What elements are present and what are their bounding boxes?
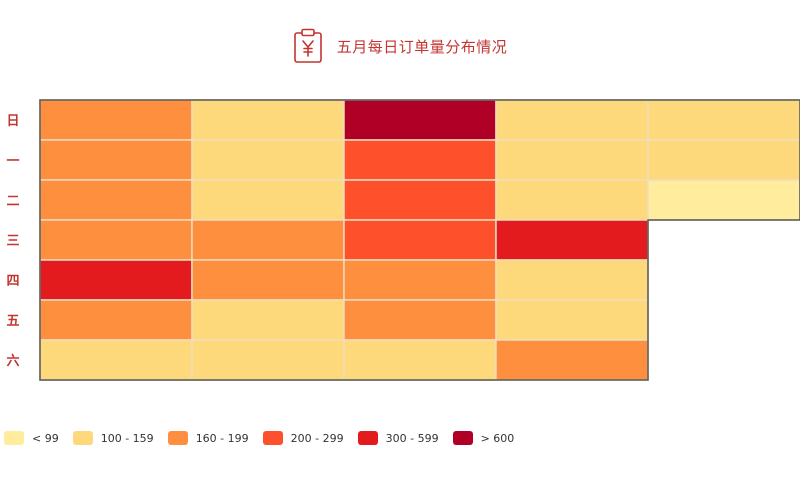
heatmap-cell-3-0[interactable] <box>343 99 497 141</box>
legend-item-3[interactable]: 200 - 299 <box>262 431 344 445</box>
heatmap-cell-1-6[interactable] <box>39 339 193 381</box>
legend-swatch-1 <box>72 431 93 445</box>
legend-label-5: > 600 <box>480 431 515 445</box>
chart-title: 五月每日订单量分布情况 <box>0 26 800 66</box>
legend-swatch-4 <box>357 431 378 445</box>
y-axis-label-3: 三 <box>6 234 19 249</box>
y-axis-label-6: 六 <box>6 353 19 369</box>
heatmap-cell-2-3[interactable] <box>191 219 345 261</box>
heatmap-cell-3-4[interactable] <box>343 259 497 301</box>
heatmap-cell-3-6[interactable] <box>343 339 497 381</box>
yuan-clipboard-icon <box>293 28 322 63</box>
heatmap-cell-4-0[interactable] <box>495 99 649 141</box>
heatmap-cells <box>39 99 800 381</box>
heatmap-cell-3-1[interactable] <box>343 139 497 181</box>
legend-label-0: < 99 <box>32 431 59 445</box>
heatmap-cell-2-2[interactable] <box>191 179 345 221</box>
y-axis-label-5: 五 <box>6 314 19 329</box>
heatmap-cell-1-4[interactable] <box>39 259 193 301</box>
heatmap-cell-5-2[interactable] <box>647 179 800 221</box>
heatmap-cell-1-2[interactable] <box>39 179 193 221</box>
legend-label-4: 300 - 599 <box>385 431 439 445</box>
legend-swatch-5 <box>452 431 473 445</box>
heatmap-cell-1-5[interactable] <box>39 299 193 341</box>
legend-label-2: 160 - 199 <box>195 431 249 445</box>
heatmap-cell-2-1[interactable] <box>191 139 345 181</box>
heatmap-cell-1-3[interactable] <box>39 219 193 261</box>
heatmap-cell-2-5[interactable] <box>191 299 345 341</box>
heatmap-cell-2-6[interactable] <box>191 339 345 381</box>
heatmap-cell-4-4[interactable] <box>495 259 649 301</box>
y-axis-label-2: 二 <box>6 194 19 209</box>
heatmap-cell-4-2[interactable] <box>495 179 649 221</box>
y-axis-label-1: 一 <box>6 154 19 169</box>
legend-label-3: 200 - 299 <box>290 431 344 445</box>
legend-item-5[interactable]: > 600 <box>452 431 515 445</box>
legend-item-1[interactable]: 100 - 159 <box>72 431 154 445</box>
legend: < 99 100 - 159 160 - 199 200 - 299 300 - 599… <box>4 428 514 448</box>
heatmap-cell-2-4[interactable] <box>191 259 345 301</box>
legend-item-4[interactable]: 300 - 599 <box>357 431 439 445</box>
legend-item-2[interactable]: 160 - 199 <box>167 431 249 445</box>
legend-item-0[interactable]: < 99 <box>4 431 59 445</box>
heatmap-cell-5-1[interactable] <box>647 139 800 181</box>
legend-label-1: 100 - 159 <box>100 431 154 445</box>
legend-swatch-0 <box>4 431 24 445</box>
heatmap-cell-2-0[interactable] <box>191 99 345 141</box>
heatmap-cell-3-2[interactable] <box>343 179 497 221</box>
heatmap-cell-4-5[interactable] <box>495 299 649 341</box>
heatmap-cell-4-6[interactable] <box>495 339 649 381</box>
heatmap-cell-5-0[interactable] <box>647 99 800 141</box>
legend-swatch-2 <box>167 431 188 445</box>
heatmap-cell-3-5[interactable] <box>343 299 497 341</box>
heatmap-cell-1-0[interactable] <box>39 99 193 141</box>
y-axis-label-4: 四 <box>6 274 19 289</box>
y-axis-label-0: 日 <box>6 114 19 129</box>
heatmap-outline <box>39 99 800 381</box>
chart-title-text: 五月每日订单量分布情况 <box>336 37 508 56</box>
heatmap-cell-1-1[interactable] <box>39 139 193 181</box>
legend-swatch-3 <box>262 431 283 445</box>
heatmap-cell-4-3[interactable] <box>495 219 649 261</box>
heatmap-cell-3-3[interactable] <box>343 219 497 261</box>
heatmap-cell-4-1[interactable] <box>495 139 649 181</box>
